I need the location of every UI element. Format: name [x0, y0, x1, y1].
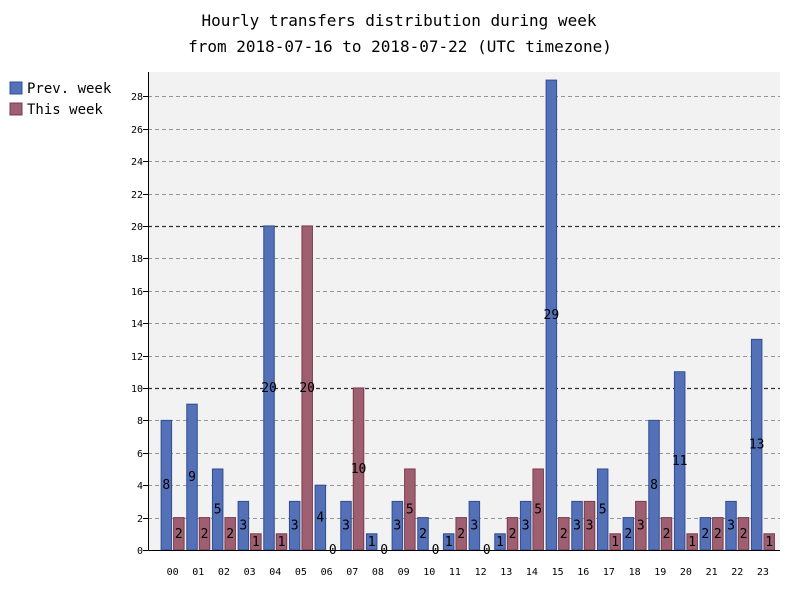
legend-label-this-week: This week	[27, 102, 103, 118]
y-tick-label: 2	[137, 514, 143, 525]
data-label-prev-week-10: 2	[419, 527, 427, 542]
data-label-prev-week-23: 13	[749, 438, 765, 453]
data-label-prev-week-00: 8	[162, 478, 170, 493]
data-label-this-week-16: 3	[586, 519, 594, 534]
data-label-this-week-17: 1	[611, 535, 619, 550]
data-label-prev-week-01: 9	[188, 470, 196, 485]
legend-swatch-prev-week	[9, 81, 23, 95]
y-tick-label: 20	[131, 222, 143, 233]
x-tick-label: 17	[603, 567, 615, 578]
y-tick-label: 24	[131, 157, 143, 168]
data-label-this-week-09: 5	[406, 502, 414, 517]
data-label-prev-week-20: 11	[672, 454, 688, 469]
y-tick-label: 4	[137, 481, 143, 492]
legend-label-prev-week: Prev. week	[27, 81, 112, 97]
x-tick-label: 13	[500, 567, 512, 578]
data-label-this-week-19: 2	[663, 527, 671, 542]
data-label-this-week-22: 2	[740, 527, 748, 542]
data-label-prev-week-22: 3	[727, 519, 735, 534]
data-label-prev-week-06: 4	[316, 511, 324, 526]
data-label-this-week-07: 10	[351, 462, 367, 477]
x-tick-label: 15	[552, 567, 564, 578]
y-tick-label: 22	[131, 190, 143, 201]
x-tick-label: 03	[244, 567, 256, 578]
x-tick-label: 19	[654, 567, 666, 578]
data-label-prev-week-11: 1	[445, 535, 453, 550]
data-label-prev-week-07: 3	[342, 519, 350, 534]
data-label-prev-week-14: 3	[522, 519, 530, 534]
x-tick-label: 23	[757, 567, 769, 578]
data-label-prev-week-17: 5	[599, 502, 607, 517]
y-tick-label: 12	[131, 352, 143, 363]
x-tick-label: 21	[706, 567, 718, 578]
data-label-prev-week-13: 1	[496, 535, 504, 550]
x-tick-label: 05	[295, 567, 307, 578]
y-tick-label: 6	[137, 449, 143, 460]
bars	[160, 79, 775, 551]
x-tick-label: 06	[321, 567, 333, 578]
data-label-prev-week-09: 3	[393, 519, 401, 534]
x-tick-label: 04	[269, 567, 281, 578]
y-tick-label: 26	[131, 125, 143, 136]
data-label-this-week-03: 1	[252, 535, 260, 550]
x-tick-label: 08	[372, 567, 384, 578]
data-label-this-week-20: 1	[688, 535, 696, 550]
y-tick-label: 28	[131, 92, 143, 103]
data-label-this-week-13: 2	[509, 527, 517, 542]
legend-item-this-week[interactable]: This week	[9, 102, 103, 118]
x-tick-label: 14	[526, 567, 538, 578]
data-label-prev-week-08: 1	[368, 535, 376, 550]
legend-item-prev-week[interactable]: Prev. week	[9, 81, 112, 97]
gridlines	[148, 96, 780, 519]
data-label-prev-week-03: 3	[239, 519, 247, 534]
chart-subtitle: from 2018-07-16 to 2018-07-22 (UTC timez…	[188, 37, 612, 56]
data-label-this-week-21: 2	[714, 527, 722, 542]
data-label-this-week-18: 3	[637, 519, 645, 534]
y-tick-label: 14	[131, 319, 143, 330]
x-tick-label: 22	[731, 567, 743, 578]
data-label-prev-week-02: 5	[214, 502, 222, 517]
y-tick-label: 0	[137, 546, 143, 557]
y-tick-label: 8	[137, 416, 143, 427]
legend-swatch-this-week	[9, 102, 23, 116]
y-tick-label: 16	[131, 287, 143, 298]
x-tick-label: 09	[398, 567, 410, 578]
data-label-prev-week-04: 20	[261, 381, 277, 396]
data-label-this-week-00: 2	[175, 527, 183, 542]
data-label-prev-week-19: 8	[650, 478, 658, 493]
data-label-this-week-01: 2	[201, 527, 209, 542]
chart-title: Hourly transfers distribution during wee…	[202, 11, 597, 30]
x-tick-label: 11	[449, 567, 461, 578]
x-tick-label: 02	[218, 567, 230, 578]
y-tick-label: 18	[131, 254, 143, 265]
legend: Prev. week This week	[9, 81, 112, 118]
x-tick-label: 00	[167, 567, 179, 578]
data-label-this-week-11: 2	[457, 527, 465, 542]
x-tick-label: 01	[192, 567, 204, 578]
data-label-this-week-15: 2	[560, 527, 568, 542]
data-label-this-week-23: 1	[765, 535, 773, 550]
data-label-this-week-05: 20	[299, 381, 315, 396]
data-label-this-week-14: 5	[534, 502, 542, 517]
x-tick-label: 20	[680, 567, 692, 578]
x-axis-ticks: 00 01 02 03 04 05 06 07 08 09 10 11 12 13 14 15 16 17 18 19…	[167, 567, 769, 578]
data-label-prev-week-16: 3	[573, 519, 581, 534]
data-label-prev-week-12: 3	[470, 519, 478, 534]
x-tick-label: 12	[475, 567, 487, 578]
data-label-prev-week-21: 2	[701, 527, 709, 542]
data-label-prev-week-15: 29	[544, 308, 560, 323]
x-tick-label: 16	[577, 567, 589, 578]
x-tick-label: 10	[423, 567, 435, 578]
data-label-this-week-04: 1	[278, 535, 286, 550]
x-tick-label: 07	[346, 567, 358, 578]
x-tick-label: 18	[629, 567, 641, 578]
data-label-this-week-02: 2	[226, 527, 234, 542]
data-label-prev-week-18: 2	[624, 527, 632, 542]
y-tick-label: 10	[131, 384, 143, 395]
data-label-prev-week-05: 3	[291, 519, 299, 534]
